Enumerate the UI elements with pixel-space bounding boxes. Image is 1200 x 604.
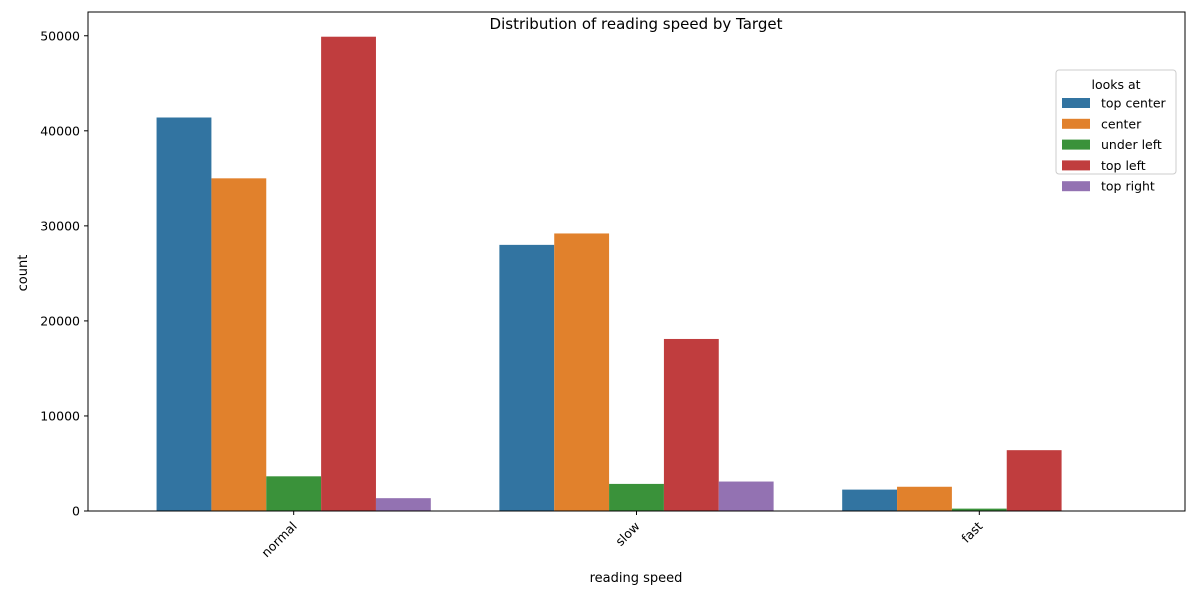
bar-center-normal: [211, 178, 267, 511]
bar-top-right-slow: [718, 481, 774, 511]
legend-swatch-top-center: [1062, 98, 1090, 108]
bar-under-left-fast: [951, 508, 1007, 511]
bar-top-left-slow: [663, 338, 719, 511]
legend-swatch-top-left: [1062, 160, 1090, 171]
bar-top-left-fast: [1006, 450, 1062, 511]
legend-items: top center center under left top left top ri…: [1062, 96, 1167, 194]
chart-title: Distribution of reading speed by Target: [490, 15, 783, 33]
legend-swatch-center: [1062, 118, 1090, 129]
y-tick-label: 10000: [40, 408, 80, 423]
legend-swatch-under-left: [1062, 139, 1090, 150]
plot-frame: [87, 11, 1186, 512]
bar-under-left-slow: [609, 483, 664, 511]
legend-label: top center: [1101, 96, 1167, 111]
bar-top-left-normal: [321, 36, 376, 512]
x-tick-label: slow: [612, 519, 642, 549]
bar-center-slow: [554, 233, 610, 511]
y-axis-label: count: [16, 255, 31, 292]
legend: looks at top center center under left top l…: [1055, 69, 1177, 194]
y-axis: 0 10000 20000 30000 40000 50000: [40, 28, 88, 519]
y-tick-label: 40000: [40, 123, 80, 138]
x-tick-label: normal: [258, 519, 300, 561]
legend-label: under left: [1101, 137, 1162, 152]
legend-swatch-top-right: [1062, 181, 1090, 192]
bar-top-center-slow: [499, 244, 555, 511]
x-tick-label: fast: [958, 518, 985, 545]
x-axis: normal slow fast: [258, 511, 985, 560]
bar-center-fast: [897, 486, 952, 511]
bar-under-left-normal: [266, 476, 322, 511]
bar-top-center-fast: [842, 489, 898, 511]
y-tick-label: 30000: [40, 218, 80, 233]
bars-group: [156, 36, 1062, 512]
legend-title: looks at: [1091, 77, 1140, 92]
legend-label: top left: [1101, 158, 1146, 173]
bar-top-right-normal: [375, 498, 431, 511]
legend-label: top right: [1101, 179, 1155, 194]
y-tick-label: 50000: [40, 28, 80, 43]
x-axis-label: reading speed: [590, 571, 683, 586]
y-tick-label: 20000: [40, 313, 80, 328]
y-tick-label: 0: [72, 504, 80, 519]
legend-label: center: [1101, 116, 1142, 131]
bar-top-center-normal: [156, 117, 212, 511]
